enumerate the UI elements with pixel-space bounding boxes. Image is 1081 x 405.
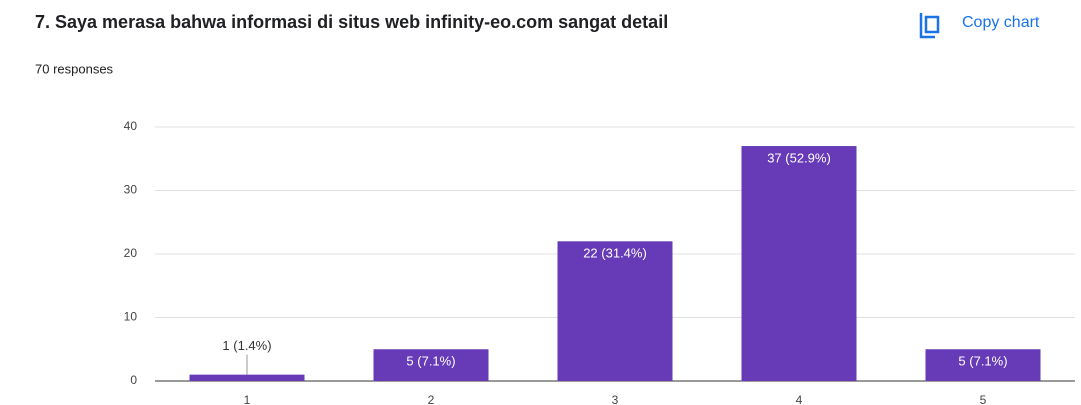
- response-count: 70 responses: [35, 61, 114, 76]
- y-tick-label: 30: [124, 183, 138, 197]
- data-label: 5 (7.1%): [958, 354, 1007, 369]
- x-tick-label: 3: [612, 393, 619, 405]
- copy-chart-label: Copy chart: [962, 14, 1040, 31]
- y-tick-label: 20: [124, 246, 138, 260]
- x-tick-label: 4: [796, 393, 803, 405]
- copy-chart-button[interactable]: Copy chart: [919, 13, 1040, 39]
- y-tick-label: 0: [130, 373, 137, 387]
- chart-title: 7. Saya merasa bahwa informasi di situs …: [35, 12, 668, 32]
- y-tick-label: 40: [124, 119, 138, 133]
- x-tick-label: 5: [980, 393, 987, 405]
- bar: [557, 241, 673, 381]
- copy-icon-back: [919, 13, 935, 39]
- data-label: 37 (52.9%): [767, 150, 831, 165]
- bar: [741, 146, 857, 381]
- bar: [925, 349, 1041, 381]
- bar: [189, 374, 305, 381]
- bar: [373, 349, 489, 381]
- copy-icon: [924, 15, 940, 34]
- data-label: 5 (7.1%): [406, 354, 455, 369]
- y-tick-label: 10: [124, 310, 138, 324]
- x-tick-label: 1: [244, 393, 251, 405]
- data-label: 22 (31.4%): [583, 246, 647, 261]
- data-label: 1 (1.4%): [222, 338, 271, 353]
- x-tick-label: 2: [428, 393, 435, 405]
